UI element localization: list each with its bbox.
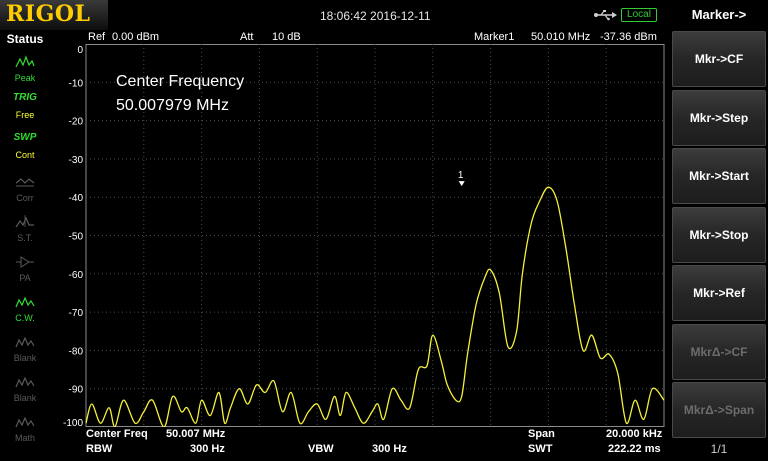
- trace-blank-icon: [5, 375, 45, 393]
- marker-frequency: 50.010 MHz: [531, 31, 591, 43]
- ref-value: 0.00 dBm: [112, 31, 160, 43]
- center-frequency-annotation: Center Frequency 50.007979 MHz: [116, 70, 244, 118]
- status-item-label: Blank: [13, 393, 37, 403]
- status-title: Status: [6, 32, 44, 46]
- y-tick-label: -100: [63, 418, 83, 427]
- rigol-logo: RIGOL: [0, 0, 108, 30]
- status-item-peak-0: Peak: [5, 52, 45, 88]
- menu-button-mkr-step[interactable]: Mkr->Step: [672, 89, 766, 146]
- peak-detector-icon: [5, 55, 45, 73]
- y-tick-label: -30: [69, 155, 84, 166]
- menu-button-mkr-cf[interactable]: MkrΔ->CF: [672, 323, 766, 380]
- y-tick-label: -50: [69, 232, 84, 243]
- center-freq-value: 50.007 MHz: [166, 428, 226, 440]
- status-item-corr-3: Corr: [5, 172, 45, 208]
- menu-button-mkr-cf[interactable]: Mkr->CF: [672, 31, 766, 87]
- swt-value: 222.22 ms: [608, 443, 661, 455]
- status-panel: Status Peak TRIG Free SWP Cont Corr S.T. PA C.W.…: [0, 30, 50, 461]
- y-tick-label: -10: [69, 78, 84, 89]
- rbw-label: RBW: [86, 443, 113, 455]
- status-item-label: Blank: [13, 353, 37, 363]
- marker-amplitude: -37.36 dBm: [600, 31, 657, 43]
- status-item-label: S.T.: [17, 233, 33, 243]
- logo-text: RIGOL: [6, 1, 91, 27]
- measurement-info-line: Ref 0.00 dBm Att 10 dB Marker1 50.010 MH…: [50, 30, 668, 44]
- status-item-label: Free: [15, 110, 35, 120]
- datetime-display: 18:06:42 2016-12-11: [320, 9, 431, 23]
- menu-page-indicator: 1/1: [710, 442, 728, 456]
- usb-icon: [594, 10, 617, 21]
- status-item-free-1: TRIG Free: [5, 92, 45, 128]
- att-value: 10 dB: [272, 31, 301, 43]
- bottom-info-bar: Center Freq 50.007 MHz RBW 300 Hz VBW 30…: [50, 427, 668, 461]
- span-value: 20.000 kHz: [606, 428, 663, 440]
- spectrum-plot[interactable]: 0 -10 -20 -30 -40 -50 -60 -70 -80 -90 -100 1: [50, 44, 668, 427]
- y-tick-label: -90: [69, 385, 84, 396]
- menu-button-mkr-stop[interactable]: Mkr->Stop: [672, 206, 766, 263]
- y-tick-label: 0: [77, 45, 83, 56]
- att-label: Att: [240, 31, 254, 43]
- vbw-value: 300 Hz: [372, 443, 407, 455]
- center-freq-label: Center Freq: [86, 428, 148, 440]
- trace-clear-write-icon: [5, 295, 45, 313]
- softkey-menu: Marker-> Mkr->CF Mkr->Step Mkr->Start Mkr->…: [670, 0, 768, 461]
- marker-label: Marker1: [474, 31, 515, 43]
- y-tick-label: -20: [69, 117, 84, 128]
- status-item-cont-2: SWP Cont: [5, 132, 45, 168]
- rbw-value: 300 Hz: [190, 443, 225, 455]
- trace-blank-icon: [5, 335, 45, 353]
- status-item-pa-5: PA: [5, 252, 45, 288]
- y-tick-label: -40: [69, 193, 84, 204]
- swt-label: SWT: [528, 443, 553, 455]
- status-item-label: C.W.: [15, 313, 35, 323]
- status-item-label: PA: [19, 273, 31, 283]
- trace-math-icon: [5, 415, 45, 433]
- menu-button-mkr-start[interactable]: Mkr->Start: [672, 148, 766, 204]
- status-item-c-w--6: C.W.: [5, 292, 45, 328]
- status-item-tag: TRIG: [13, 92, 37, 103]
- status-item-label: Corr: [16, 193, 34, 203]
- local-mode-badge: Local: [621, 8, 657, 22]
- status-item-label: Math: [14, 433, 35, 443]
- top-bar: RIGOL 18:06:42 2016-12-11 Local: [0, 0, 670, 30]
- menu-button-mkr-ref[interactable]: Mkr->Ref: [672, 265, 766, 321]
- y-tick-label: -80: [69, 346, 84, 357]
- status-item-blank-7: Blank: [5, 332, 45, 368]
- status-item-blank-8: Blank: [5, 372, 45, 408]
- annotation-title: Center Frequency: [116, 73, 245, 90]
- status-item-s-t--4: S.T.: [5, 212, 45, 248]
- status-item-tag: SWP: [13, 132, 37, 143]
- correction-icon: [5, 175, 45, 193]
- y-tick-label: -70: [69, 308, 84, 319]
- spectrum-display: Ref 0.00 dBm Att 10 dB Marker1 50.010 MH…: [50, 30, 668, 461]
- marker-1-point: [458, 181, 465, 187]
- ref-label: Ref: [88, 31, 106, 43]
- menu-title: Marker->: [691, 7, 747, 22]
- vbw-label: VBW: [308, 443, 334, 455]
- status-item-math-9: Math: [5, 412, 45, 448]
- preamp-icon: [5, 255, 45, 273]
- y-tick-label: -60: [69, 270, 84, 281]
- spectrum-trace-line: [85, 186, 665, 427]
- menu-button-mkr-span[interactable]: MkrΔ->Span: [672, 382, 766, 438]
- span-label: Span: [528, 428, 555, 440]
- marker-1-label: 1: [458, 170, 464, 181]
- status-item-label: Peak: [14, 73, 36, 83]
- signal-track-icon: [5, 215, 45, 233]
- status-item-label: Cont: [15, 150, 35, 160]
- annotation-value: 50.007979 MHz: [116, 97, 229, 114]
